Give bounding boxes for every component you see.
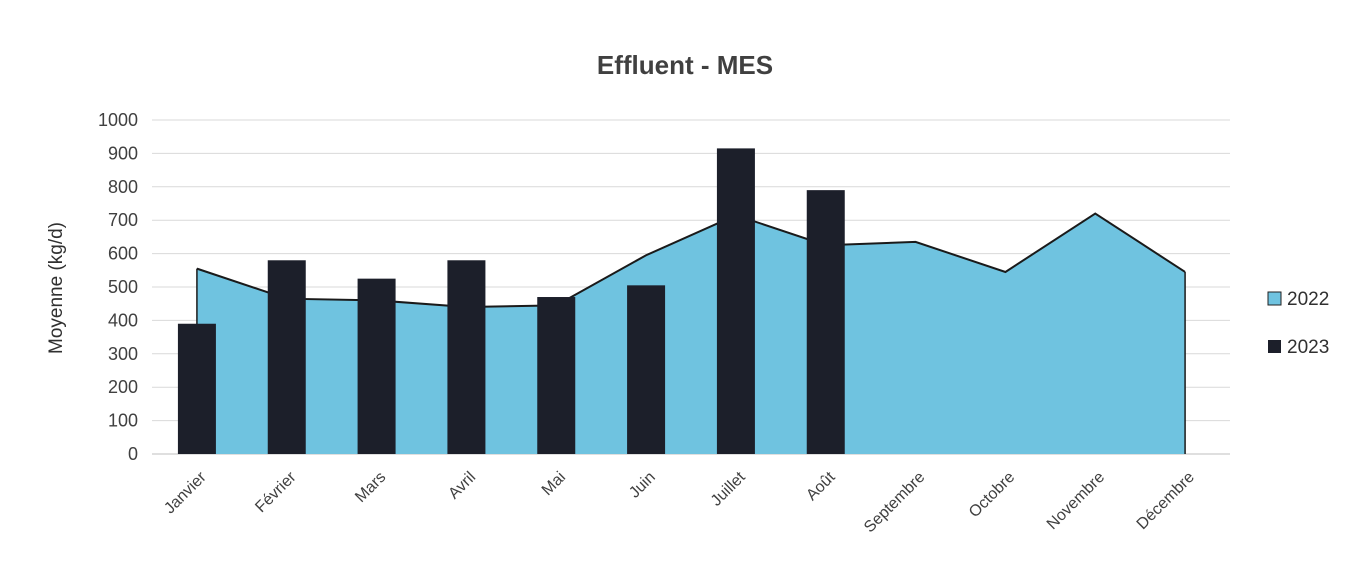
y-tick-label: 1000 bbox=[98, 110, 138, 130]
y-tick-label: 600 bbox=[108, 244, 138, 264]
y-tick-label: 900 bbox=[108, 143, 138, 163]
bar-2023 bbox=[716, 148, 755, 454]
legend-swatch-2023 bbox=[1268, 340, 1281, 353]
y-tick-label: 300 bbox=[108, 344, 138, 364]
y-tick-label: 700 bbox=[108, 210, 138, 230]
bar-series-2023 bbox=[177, 148, 845, 454]
y-tick-label: 500 bbox=[108, 277, 138, 297]
chart-title: Effluent - MES bbox=[597, 50, 773, 80]
y-axis-ticks: 0 100 200 300 400 500 600 700 800 900 1000 bbox=[98, 110, 138, 464]
y-tick-label: 800 bbox=[108, 177, 138, 197]
bar-2023 bbox=[806, 190, 845, 454]
bar-2023 bbox=[177, 323, 216, 454]
bar-2023 bbox=[627, 285, 666, 454]
legend-swatch-2022 bbox=[1267, 291, 1282, 306]
y-axis-label: Moyenne (kg/d) bbox=[46, 222, 67, 354]
y-tick-label: 200 bbox=[108, 377, 138, 397]
y-tick-label: 0 bbox=[128, 444, 138, 464]
bar-2023 bbox=[537, 297, 576, 454]
legend-label-2022: 2022 bbox=[1287, 289, 1329, 310]
bar-2023 bbox=[357, 278, 396, 454]
bar-2023 bbox=[447, 260, 486, 454]
y-tick-label: 400 bbox=[108, 310, 138, 330]
legend: 2022 2023 bbox=[1267, 289, 1329, 358]
area-fill-2022 bbox=[196, 213, 1186, 454]
y-tick-label: 100 bbox=[108, 411, 138, 431]
legend-label-2023: 2023 bbox=[1287, 337, 1329, 358]
bar-2023 bbox=[267, 260, 306, 454]
